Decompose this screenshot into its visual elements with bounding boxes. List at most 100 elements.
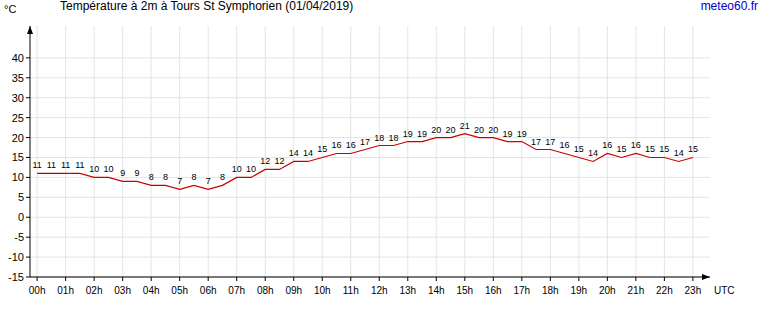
y-tick-label: -10 bbox=[8, 251, 24, 263]
data-label: 7 bbox=[206, 176, 211, 186]
x-tick-label: 13h bbox=[399, 285, 416, 296]
x-tick bbox=[236, 277, 237, 281]
y-tick bbox=[26, 257, 30, 258]
y-tick bbox=[26, 137, 30, 138]
x-tick bbox=[407, 277, 408, 281]
data-label: 21 bbox=[460, 121, 470, 131]
y-tick bbox=[26, 197, 30, 198]
y-tick bbox=[26, 237, 30, 238]
x-tick-label: 00h bbox=[29, 285, 46, 296]
x-grid-line bbox=[151, 26, 152, 277]
data-label: 19 bbox=[503, 129, 513, 139]
data-label: 20 bbox=[474, 125, 484, 135]
x-tick bbox=[464, 277, 465, 281]
x-tick bbox=[550, 277, 551, 281]
y-grid-line bbox=[30, 57, 710, 58]
data-label: 11 bbox=[75, 160, 84, 170]
x-grid-line bbox=[464, 26, 465, 277]
y-tick bbox=[26, 117, 30, 118]
x-tick bbox=[692, 277, 693, 281]
x-tick bbox=[379, 277, 380, 281]
data-label: 19 bbox=[403, 129, 413, 139]
y-grid-line bbox=[30, 217, 710, 218]
x-tick bbox=[322, 277, 323, 281]
x-grid-line bbox=[607, 26, 608, 277]
x-tick-label: 04h bbox=[143, 285, 160, 296]
x-tick-label: 10h bbox=[314, 285, 331, 296]
data-label: 15 bbox=[574, 144, 584, 154]
data-label: 12 bbox=[260, 156, 270, 166]
data-label: 14 bbox=[674, 148, 684, 158]
x-tick bbox=[521, 277, 522, 281]
data-label: 15 bbox=[659, 144, 669, 154]
data-label: 7 bbox=[177, 176, 182, 186]
y-tick-label: 5 bbox=[18, 191, 24, 203]
data-label: 17 bbox=[545, 137, 555, 147]
y-tick-label: 15 bbox=[12, 151, 24, 163]
y-tick-label: 25 bbox=[12, 112, 24, 124]
data-label: 15 bbox=[688, 144, 698, 154]
x-grid-line bbox=[208, 26, 209, 277]
x-grid-line bbox=[493, 26, 494, 277]
data-label: 16 bbox=[331, 140, 341, 150]
x-grid-line bbox=[179, 26, 180, 277]
data-label: 15 bbox=[317, 144, 327, 154]
x-tick-label: 23h bbox=[685, 285, 702, 296]
x-grid-line bbox=[550, 26, 551, 277]
y-grid-line bbox=[30, 257, 710, 258]
x-tick-label: 06h bbox=[200, 285, 217, 296]
y-tick-label: 30 bbox=[12, 92, 24, 104]
data-label: 16 bbox=[346, 140, 356, 150]
x-grid-line bbox=[379, 26, 380, 277]
temperature-line bbox=[37, 134, 693, 190]
grid bbox=[30, 26, 710, 277]
x-grid-line bbox=[65, 26, 66, 277]
x-tick bbox=[94, 277, 95, 281]
data-labels: 1111111110109988787810101212141415161617… bbox=[32, 121, 697, 187]
x-axis-label: UTC bbox=[714, 285, 735, 296]
data-label: 11 bbox=[47, 160, 56, 170]
x-grid-line bbox=[37, 26, 38, 277]
y-tick-label: 40 bbox=[12, 52, 24, 64]
data-label: 10 bbox=[103, 164, 113, 174]
x-tick bbox=[578, 277, 579, 281]
y-tick-label: -15 bbox=[8, 271, 24, 283]
y-grid-line bbox=[30, 237, 710, 238]
x-grid-line bbox=[94, 26, 95, 277]
data-label: 10 bbox=[89, 164, 99, 174]
title: Température à 2m à Tours St Symphorien (… bbox=[60, 0, 353, 13]
data-label: 20 bbox=[431, 125, 441, 135]
y-grid-line bbox=[30, 97, 710, 98]
x-tick-label: 16h bbox=[485, 285, 502, 296]
data-label: 15 bbox=[617, 144, 627, 154]
data-label: 8 bbox=[149, 172, 154, 182]
y-tick bbox=[26, 97, 30, 98]
x-tick bbox=[436, 277, 437, 281]
x-grid-line bbox=[521, 26, 522, 277]
x-tick-label: 11h bbox=[343, 285, 359, 296]
y-grid-line bbox=[30, 277, 710, 278]
axes: -15-10-5051015202530354000h01h02h03h04h0… bbox=[8, 26, 734, 296]
data-label: 16 bbox=[631, 140, 641, 150]
y-tick-label: 0 bbox=[18, 211, 24, 223]
data-label: 18 bbox=[374, 133, 384, 143]
y-tick bbox=[26, 77, 30, 78]
x-tick bbox=[493, 277, 494, 281]
data-label: 15 bbox=[645, 144, 655, 154]
x-tick-label: 21h bbox=[628, 285, 645, 296]
x-tick bbox=[179, 277, 180, 281]
x-tick bbox=[293, 277, 294, 281]
y-grid-line bbox=[30, 77, 710, 78]
x-tick bbox=[208, 277, 209, 281]
y-axis-arrow bbox=[27, 26, 33, 34]
y-tick-label: 35 bbox=[12, 72, 24, 84]
x-tick-label: 02h bbox=[86, 285, 103, 296]
data-label: 12 bbox=[274, 156, 284, 166]
x-tick bbox=[37, 277, 38, 281]
data-label: 9 bbox=[134, 168, 139, 178]
y-grid-line bbox=[30, 157, 710, 158]
data-label: 11 bbox=[32, 160, 41, 170]
x-tick bbox=[151, 277, 152, 281]
y-tick bbox=[26, 177, 30, 178]
y-grid-line bbox=[30, 197, 710, 198]
